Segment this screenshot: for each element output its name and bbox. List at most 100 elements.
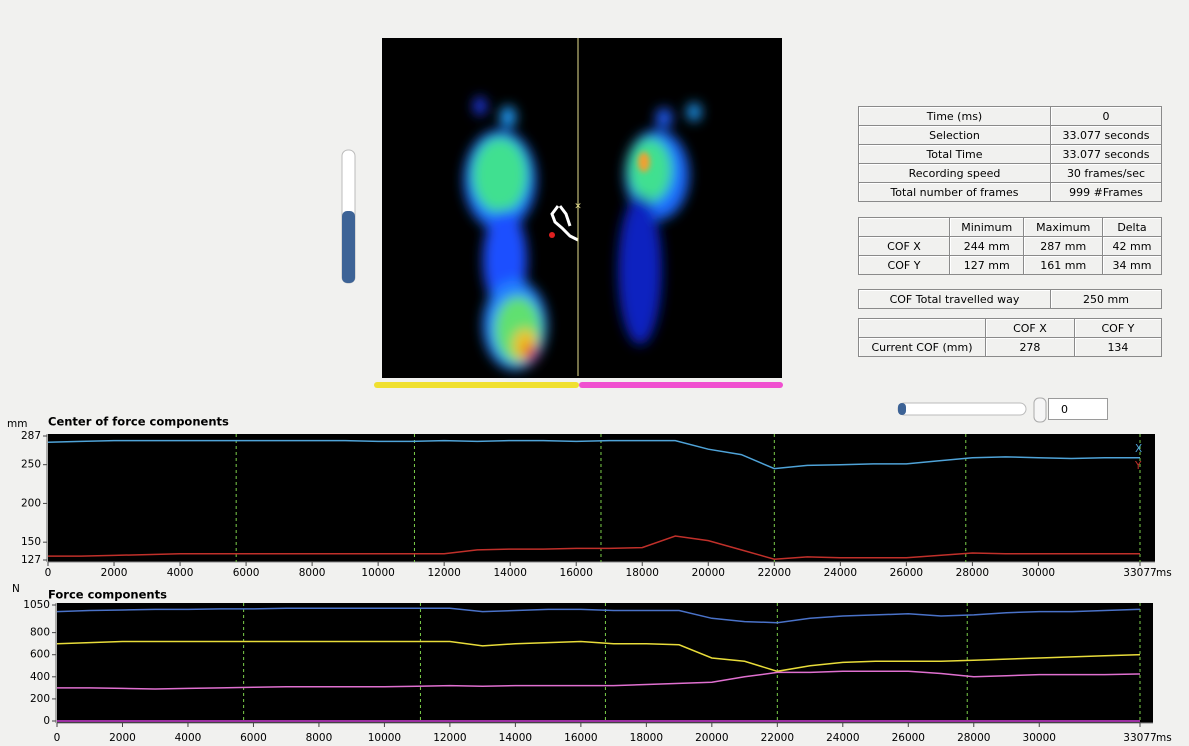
x-tick-label: 18000 xyxy=(626,567,659,579)
y-tick-label: 200 xyxy=(21,497,41,509)
x-tick-label: 22000 xyxy=(761,732,794,744)
stats-value: 244 mm xyxy=(950,237,1024,256)
x-tick-label: 24000 xyxy=(824,567,857,579)
x-tick-label: 24000 xyxy=(826,732,859,744)
y-tick-label: 200 xyxy=(30,693,50,705)
cof-header: COF X xyxy=(986,319,1075,338)
info-value: 999 #Frames xyxy=(1051,183,1162,202)
x-tick-label: 33077 xyxy=(1123,567,1156,579)
x-tick-label: 10000 xyxy=(361,567,394,579)
y-tick-label: 127 xyxy=(21,554,41,566)
y-unit: N xyxy=(12,583,20,595)
travel-label: COF Total travelled way xyxy=(859,290,1051,309)
stats-label: COF Y xyxy=(859,256,950,275)
stats-value: 287 mm xyxy=(1024,237,1103,256)
stats-header: Delta xyxy=(1103,218,1162,237)
x-tick-label: 0 xyxy=(54,732,61,744)
x-tick-label: 26000 xyxy=(890,567,923,579)
info-value: 33.077 seconds xyxy=(1051,145,1162,164)
info-label: Selection xyxy=(859,126,1051,145)
x-tick-label: 28000 xyxy=(956,567,989,579)
selection-spinner[interactable]: 0 xyxy=(1048,398,1108,420)
y-tick-label: 287 xyxy=(21,430,41,442)
x-tick-label: 6000 xyxy=(240,732,267,744)
x-tick-label: 6000 xyxy=(233,567,260,579)
empty-cell xyxy=(859,319,986,338)
cof-header: COF Y xyxy=(1074,319,1161,338)
x-tick-label: 12000 xyxy=(427,567,460,579)
horizontal-slider[interactable] xyxy=(898,398,1046,422)
y-tick-label: 1050 xyxy=(23,599,50,611)
left-foot-bar xyxy=(374,382,579,388)
y-tick-label: 400 xyxy=(30,671,50,683)
legend-entry: X xyxy=(1135,443,1142,455)
plot-area xyxy=(48,434,1155,562)
x-tick-label: 12000 xyxy=(433,732,466,744)
x-tick-label: 2000 xyxy=(109,732,136,744)
y-unit: mm xyxy=(7,418,27,430)
x-tick-label: 16000 xyxy=(560,567,593,579)
y-tick-label: 0 xyxy=(43,715,50,727)
x-unit: ms xyxy=(1156,567,1172,579)
x-tick-label: 14000 xyxy=(499,732,532,744)
x-tick-label: 20000 xyxy=(695,732,728,744)
chart: Center of force components mm 127 150 200 250… xyxy=(7,415,1172,580)
x-tick-label: 2000 xyxy=(101,567,128,579)
stats-label: COF X xyxy=(859,237,950,256)
chart-title: Force components xyxy=(48,588,167,602)
info-label: Recording speed xyxy=(859,164,1051,183)
x-tick-label: 8000 xyxy=(299,567,326,579)
travel-value: 250 mm xyxy=(1051,290,1162,309)
x-tick-label: 4000 xyxy=(175,732,202,744)
info-label: Time (ms) xyxy=(859,107,1051,126)
x-tick-label: 16000 xyxy=(564,732,597,744)
x-tick-label: 30000 xyxy=(1023,732,1056,744)
vertical-slider[interactable] xyxy=(342,150,355,283)
chart-title: Center of force components xyxy=(48,415,229,429)
info-label: Total number of frames xyxy=(859,183,1051,202)
x-tick-label: 8000 xyxy=(306,732,333,744)
stats-value: 34 mm xyxy=(1103,256,1162,275)
pressure-map: × xyxy=(382,38,782,378)
x-tick-label: 0 xyxy=(45,567,52,579)
app-window: × Center of force components mm 127 150 200 2… xyxy=(0,0,1189,746)
x-unit: ms xyxy=(1156,732,1172,744)
x-tick-label: 20000 xyxy=(692,567,725,579)
table-row: Time (ms)0 xyxy=(859,107,1162,126)
x-tick-label: 10000 xyxy=(368,732,401,744)
y-tick-label: 150 xyxy=(21,536,41,548)
info-value: 0 xyxy=(1051,107,1162,126)
empty-cell xyxy=(859,218,950,237)
info-value: 30 frames/sec xyxy=(1051,164,1162,183)
y-tick-label: 800 xyxy=(30,627,50,639)
x-tick-label: 14000 xyxy=(493,567,526,579)
cof-row-label: Current COF (mm) xyxy=(859,338,986,357)
x-tick-label: 22000 xyxy=(758,567,791,579)
right-foot-bar xyxy=(579,382,783,388)
x-tick-label: 30000 xyxy=(1022,567,1055,579)
stats-header: Maximum xyxy=(1024,218,1103,237)
x-tick-label: 18000 xyxy=(630,732,663,744)
svg-text:×: × xyxy=(574,202,582,212)
x-tick-label: 28000 xyxy=(957,732,990,744)
x-tick-label: 26000 xyxy=(892,732,925,744)
info-value: 33.077 seconds xyxy=(1051,126,1162,145)
info-label: Total Time xyxy=(859,145,1051,164)
y-tick-label: 250 xyxy=(21,459,41,471)
stats-value: 127 mm xyxy=(950,256,1024,275)
cof-value: 278 xyxy=(986,338,1075,357)
stats-value: 161 mm xyxy=(1024,256,1103,275)
cof-value: 134 xyxy=(1074,338,1161,357)
